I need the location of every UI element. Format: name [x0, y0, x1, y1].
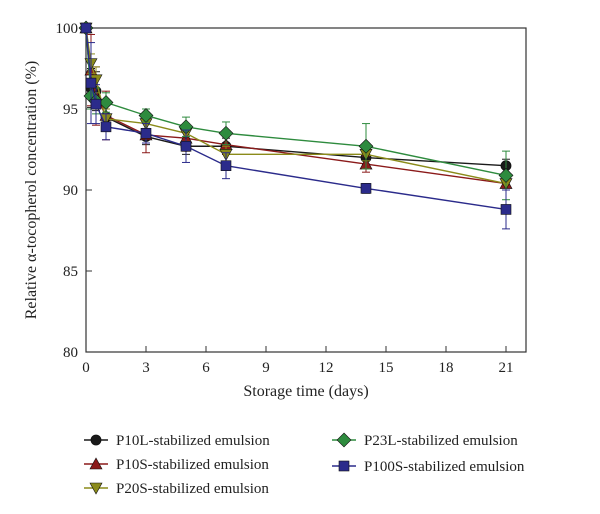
legend-item: P100S-stabilized emulsion	[332, 459, 525, 475]
series-4	[78, 20, 514, 201]
legend-marker	[90, 434, 102, 446]
x-tick-label: 12	[319, 360, 334, 376]
series-line	[85, 27, 507, 177]
data-point	[360, 183, 372, 194]
legend-label: P10S-stabilized emulsion	[116, 457, 269, 473]
data-point	[80, 22, 92, 34]
y-axis-title: Relative α-tocopherol concentration (%)	[23, 61, 40, 320]
series-5	[80, 22, 512, 230]
x-tick-label: 21	[499, 360, 514, 376]
x-tick-label: 15	[379, 360, 394, 376]
series-line	[85, 27, 507, 185]
y-tick-label: 80	[63, 345, 78, 361]
x-tick-label: 0	[82, 360, 90, 376]
plot-frame	[85, 27, 527, 353]
data-point	[85, 77, 97, 89]
legend-item: P10S-stabilized emulsion	[84, 457, 269, 473]
x-axis-title: Storage time (days)	[243, 383, 368, 400]
data-point	[218, 125, 234, 141]
data-point	[138, 108, 154, 123]
legend-label: P10L-stabilized emulsion	[116, 433, 270, 449]
legend-label: P100S-stabilized emulsion	[364, 459, 525, 475]
data-point	[180, 140, 192, 152]
data-point	[220, 160, 232, 171]
legend-item: P20S-stabilized emulsion	[84, 481, 269, 497]
legend-marker	[89, 482, 103, 495]
legend-label: P23L-stabilized emulsion	[364, 433, 518, 449]
series-2	[79, 21, 513, 191]
legend-item: P10L-stabilized emulsion	[84, 433, 270, 449]
data-point	[498, 167, 514, 183]
data-point	[140, 128, 152, 139]
x-tick-label: 6	[202, 360, 210, 376]
x-tick-label: 9	[262, 360, 270, 376]
data-point	[98, 95, 114, 110]
x-tick-label: 3	[142, 360, 150, 376]
legend-item: P23L-stabilized emulsion	[332, 432, 518, 449]
y-tick-label: 95	[63, 102, 78, 118]
y-tick-label: 85	[63, 264, 78, 280]
legend-label: P20S-stabilized emulsion	[116, 481, 269, 497]
data-point	[100, 121, 112, 133]
data-point	[500, 204, 512, 215]
legend-marker	[89, 457, 103, 470]
series-3	[79, 22, 513, 191]
data-point	[358, 138, 374, 154]
series-line	[85, 27, 507, 185]
legend-marker	[338, 460, 350, 472]
y-tick-label: 90	[63, 183, 78, 199]
x-tick-label: 18	[439, 360, 454, 376]
legend-marker	[336, 432, 352, 448]
y-tick-label: 100	[56, 21, 79, 37]
data-point	[90, 98, 102, 110]
